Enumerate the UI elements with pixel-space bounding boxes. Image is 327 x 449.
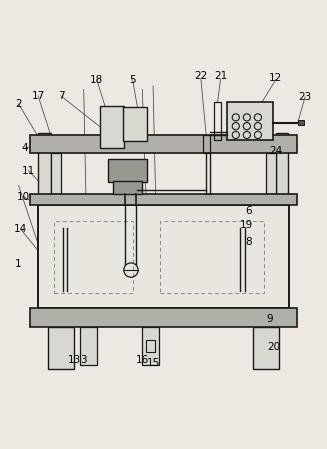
- Text: 11: 11: [22, 166, 35, 176]
- Bar: [160, 221, 265, 293]
- Bar: [80, 327, 97, 365]
- Bar: [30, 135, 297, 153]
- Bar: [123, 107, 147, 141]
- Text: 21: 21: [214, 71, 227, 81]
- Text: 16: 16: [136, 355, 149, 365]
- Bar: [108, 159, 147, 182]
- Text: 23: 23: [299, 92, 312, 102]
- Text: 24: 24: [269, 146, 283, 156]
- Text: 1: 1: [15, 259, 22, 269]
- Text: 19: 19: [240, 220, 253, 229]
- Text: 5: 5: [129, 75, 136, 84]
- Bar: [30, 308, 297, 327]
- Bar: [54, 221, 132, 293]
- Text: 2: 2: [15, 99, 22, 109]
- Bar: [227, 102, 273, 140]
- Bar: [142, 327, 159, 365]
- Bar: [113, 181, 142, 194]
- Bar: [253, 327, 279, 370]
- Text: 12: 12: [269, 73, 283, 83]
- Text: 22: 22: [194, 71, 208, 81]
- Bar: [51, 153, 61, 205]
- Text: 14: 14: [14, 224, 27, 234]
- Text: 9: 9: [266, 314, 273, 324]
- Text: 17: 17: [31, 91, 45, 101]
- Text: 15: 15: [146, 358, 160, 368]
- Bar: [276, 133, 288, 316]
- Bar: [214, 102, 221, 140]
- Text: 6: 6: [245, 207, 251, 216]
- Text: 18: 18: [90, 75, 103, 84]
- Text: 7: 7: [58, 91, 64, 101]
- Bar: [146, 340, 155, 352]
- Text: 3: 3: [80, 355, 87, 365]
- Bar: [202, 135, 210, 153]
- Bar: [38, 133, 50, 316]
- Bar: [100, 106, 125, 148]
- Text: 13: 13: [67, 355, 80, 365]
- Bar: [298, 120, 303, 125]
- Text: 10: 10: [17, 192, 30, 202]
- Bar: [48, 327, 74, 370]
- Bar: [38, 205, 289, 308]
- Bar: [30, 194, 297, 205]
- Text: 20: 20: [267, 342, 280, 352]
- Text: 4: 4: [22, 143, 28, 153]
- Text: 8: 8: [245, 238, 251, 247]
- Bar: [266, 153, 276, 205]
